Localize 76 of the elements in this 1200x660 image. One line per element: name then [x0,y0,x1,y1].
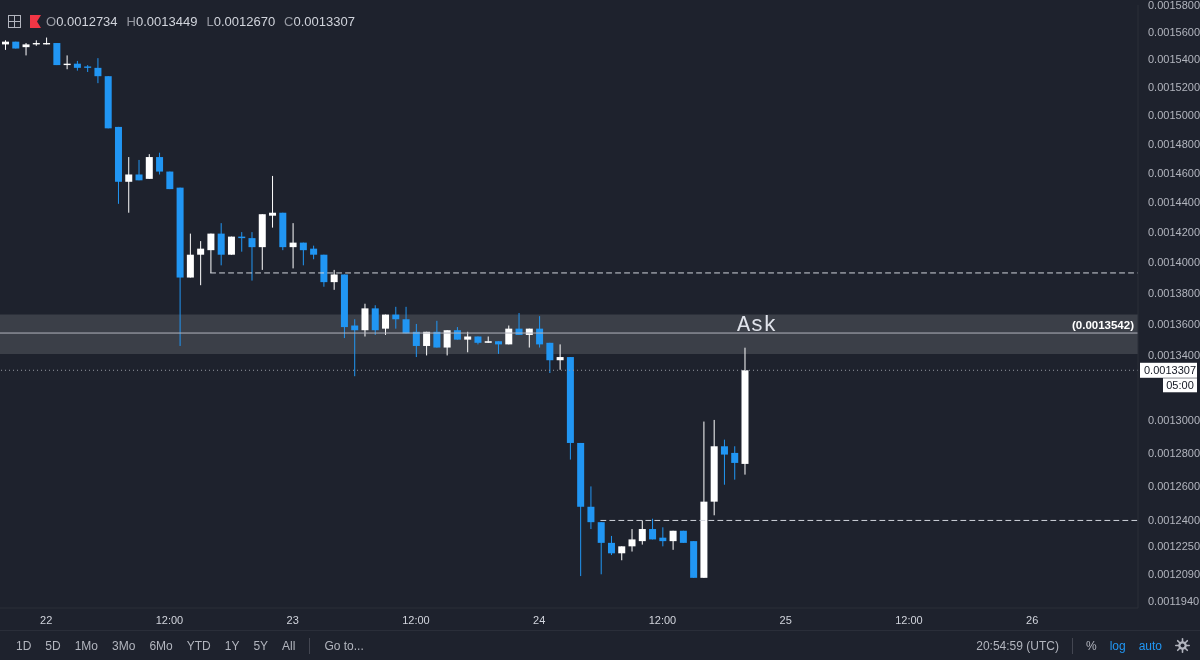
y-tick-label: 0.0015000 [1148,109,1200,122]
ref-line-label: (0.0013542) [1071,319,1135,332]
x-tick-label: 12:00 [402,613,430,626]
candlestick [330,269,338,291]
annotation: O0.0012734 [46,13,118,29]
text: 20:54:59 (UTC) [976,638,1059,653]
text: 3Mo [112,638,136,653]
candlestick [546,342,554,374]
candlestick [269,175,277,229]
y-tick-label: 0.0014400 [1148,196,1200,209]
x-tick-label: 12:00 [895,613,923,626]
candlestick [217,222,225,266]
candlestick [443,329,451,356]
band-label: Ask [736,312,777,338]
candlestick [361,303,369,337]
annotation: C0.0013307 [284,13,355,29]
x-tick-label: 23 [286,613,299,626]
candlestick [607,535,615,556]
ref-line-label: 0.0013307 [1144,364,1196,377]
text: 1Y [224,638,240,653]
y-tick-label: 0.0012090 [1148,568,1200,581]
candlestick [145,153,153,180]
x-tick-label: 12:00 [155,613,184,626]
text: 1D [16,638,32,653]
candlestick [156,152,164,175]
text: Go to... [324,638,364,653]
y-tick-label: 0.0014600 [1148,166,1200,179]
y-tick-label: 0.0013600 [1148,317,1200,330]
candlestick [248,231,256,282]
y-tick-label: 0.0015200 [1148,81,1200,94]
y-tick-label: 0.0015800 [1148,0,1200,11]
text: 1Mo [74,638,99,653]
candlestick [94,57,102,84]
candlestick [22,42,30,56]
text: auto [1138,638,1162,653]
candlestick [556,343,564,371]
x-tick-label: 26 [1026,613,1039,626]
text: 6Mo [149,638,173,653]
y-tick-label: 0.0012400 [1148,514,1200,527]
text: YTD [186,638,211,653]
candlestick [125,156,133,214]
x-tick-label: 25 [779,613,792,626]
y-tick-label: 0.0015600 [1148,26,1200,38]
annotation: H0.0013449 [126,13,198,29]
candlestick [186,233,194,279]
x-tick-label: 22 [40,613,53,626]
candlestick [371,304,379,336]
y-tick-label: 0.0013800 [1148,286,1200,299]
y-tick-label: 0.0015400 [1148,53,1200,66]
candlestick [207,233,215,274]
y-tick-label: 0.0014800 [1148,137,1200,150]
text: log [1109,638,1126,653]
annotation: L0.0012670 [206,13,276,29]
y-tick-label: 0.0012800 [1148,446,1200,459]
y-tick-label: 0.0013000 [1148,413,1200,426]
text: All [282,638,296,653]
y-tick-label: 0.0013400 [1148,349,1200,362]
y-tick-label: 0.0014000 [1148,256,1200,269]
y-tick-label: 0.0012600 [1148,480,1200,493]
candlestick [731,445,739,481]
candlestick [587,485,595,530]
candlestick [638,519,646,546]
y-tick-label: 0.0011940 [1148,594,1200,607]
text: 5D [45,638,61,653]
candlestick [197,240,205,286]
candlestick [628,528,636,553]
candlestick [402,306,410,334]
text: % [1085,638,1097,653]
x-tick-label: 12:00 [648,613,677,626]
candlestick [720,439,728,486]
text: 05:00 [1166,379,1194,392]
y-tick-label: 0.0012250 [1148,540,1200,553]
text: 5Y [253,638,269,653]
candlestick [597,521,605,575]
y-tick-label: 0.0014200 [1148,226,1200,239]
x-tick-label: 24 [533,613,546,626]
